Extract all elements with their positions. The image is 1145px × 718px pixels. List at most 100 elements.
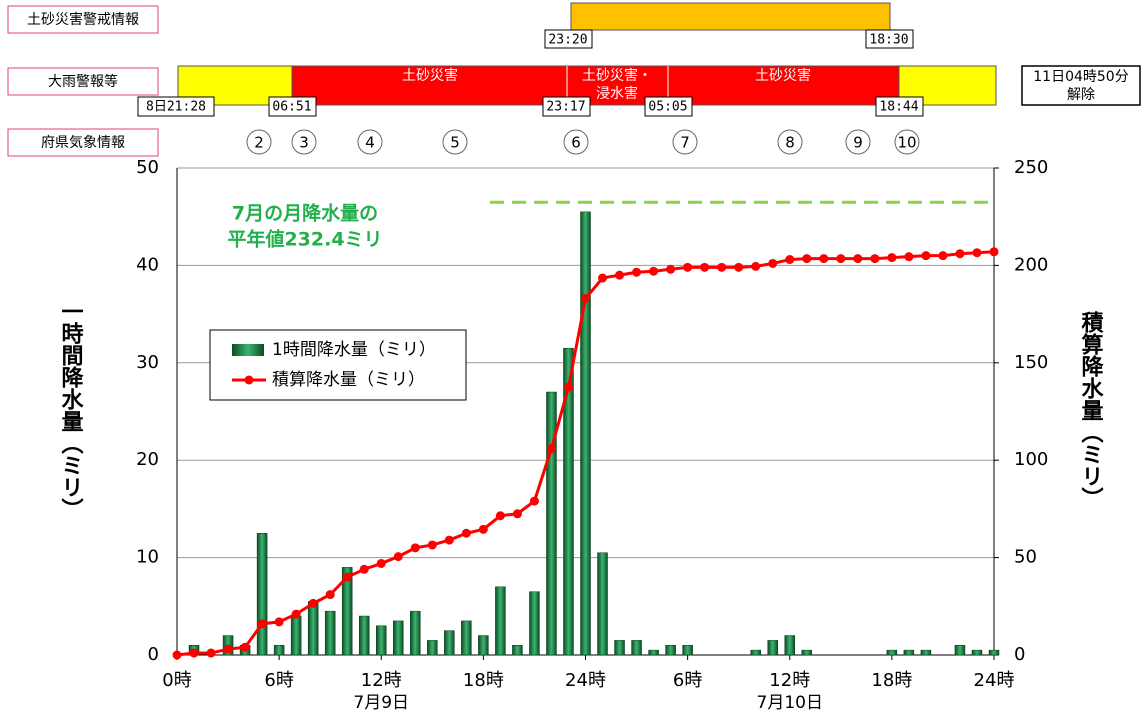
bar xyxy=(290,615,302,656)
alert-band xyxy=(570,2,891,31)
y2-axis-title: 積算降水量（ミリ） xyxy=(1078,311,1104,509)
info-circle xyxy=(291,129,317,155)
bar xyxy=(886,649,898,656)
point xyxy=(359,564,369,574)
y-tick-label: 0 xyxy=(148,644,159,665)
row-label: 土砂災害警戒情報 xyxy=(27,12,139,28)
point xyxy=(223,644,233,654)
point xyxy=(410,543,420,553)
y2-tick-label: 200 xyxy=(1014,254,1048,275)
point xyxy=(802,254,812,264)
point xyxy=(274,617,284,627)
point xyxy=(393,552,403,562)
bar xyxy=(954,645,966,656)
bar xyxy=(341,567,353,656)
row-label-box xyxy=(7,67,159,96)
bar xyxy=(580,211,591,656)
bar xyxy=(478,635,489,656)
point xyxy=(836,254,846,264)
y2-tick-label: 150 xyxy=(1014,352,1048,373)
time-label: 18:44 xyxy=(879,100,918,115)
x-tick-label: 12時 xyxy=(769,670,810,691)
point xyxy=(921,251,931,261)
point xyxy=(615,270,625,280)
time-label: 23:20 xyxy=(548,33,587,48)
y2-tick-label: 0 xyxy=(1014,644,1025,665)
bar xyxy=(563,347,574,656)
bar xyxy=(750,649,761,656)
bar xyxy=(461,620,472,656)
point xyxy=(461,528,471,538)
info-circle xyxy=(777,129,803,155)
legend-label: 1時間降水量（ミリ） xyxy=(272,340,436,360)
y-tick-label: 30 xyxy=(136,352,159,373)
point xyxy=(955,249,965,259)
time-label: 06:51 xyxy=(272,100,311,115)
x-tick-label: 0時 xyxy=(162,670,191,691)
x-tick-label: 24時 xyxy=(565,670,606,691)
point xyxy=(870,254,880,264)
bar xyxy=(903,649,915,656)
bar xyxy=(631,640,642,656)
point xyxy=(240,642,250,652)
bar xyxy=(665,645,676,656)
info-circle xyxy=(672,129,698,155)
point xyxy=(819,254,829,264)
info-number: 8 xyxy=(785,134,795,152)
time-box xyxy=(542,96,591,117)
point xyxy=(189,648,199,658)
point xyxy=(563,382,573,392)
point xyxy=(887,253,897,263)
info-number: 2 xyxy=(254,134,264,152)
y2-tick-label: 100 xyxy=(1014,449,1048,470)
point xyxy=(700,262,710,272)
row-label: 大雨警報等 xyxy=(48,73,118,90)
point xyxy=(785,255,795,265)
info-circle xyxy=(845,129,871,155)
bar xyxy=(597,552,608,656)
x-tick-label: 6時 xyxy=(673,670,702,691)
row-label: 府県気象情報 xyxy=(41,135,125,151)
info-circle xyxy=(894,129,920,155)
bar xyxy=(767,640,778,656)
point xyxy=(649,266,659,276)
annotation: 7月の月降水量の xyxy=(232,202,378,225)
bar xyxy=(256,533,268,656)
y-tick-label: 20 xyxy=(136,449,159,470)
time-label: 23:17 xyxy=(546,100,585,115)
point xyxy=(938,251,948,261)
bar xyxy=(988,649,1000,656)
bar xyxy=(648,649,659,656)
bar xyxy=(920,649,932,656)
x-tick-label: 6時 xyxy=(264,670,293,691)
bar xyxy=(307,601,319,656)
point xyxy=(751,261,761,271)
time-box xyxy=(268,96,317,117)
info-number: 3 xyxy=(299,134,309,152)
point xyxy=(853,254,863,264)
info-circle xyxy=(357,129,383,155)
legend-label: 積算降水量（ミリ） xyxy=(272,370,425,390)
time-label: 8日21:28 xyxy=(146,100,206,115)
point xyxy=(904,252,914,262)
y-tick-label: 10 xyxy=(136,547,159,568)
info-circle xyxy=(442,129,468,155)
time-box xyxy=(544,29,593,49)
x-tick-label: 12時 xyxy=(361,670,402,691)
info-number: 6 xyxy=(571,134,581,152)
date-label: 7月9日 xyxy=(353,693,409,713)
info-circle xyxy=(246,129,272,155)
point xyxy=(257,619,267,629)
point xyxy=(376,558,386,568)
warning-band xyxy=(291,65,900,106)
point xyxy=(325,590,335,600)
bar xyxy=(393,620,404,656)
point xyxy=(495,511,505,521)
bar xyxy=(801,649,813,656)
row-label-box xyxy=(7,5,159,34)
info-number: 4 xyxy=(365,134,375,152)
time-box xyxy=(875,96,924,117)
point xyxy=(972,248,982,258)
bar xyxy=(444,630,455,656)
